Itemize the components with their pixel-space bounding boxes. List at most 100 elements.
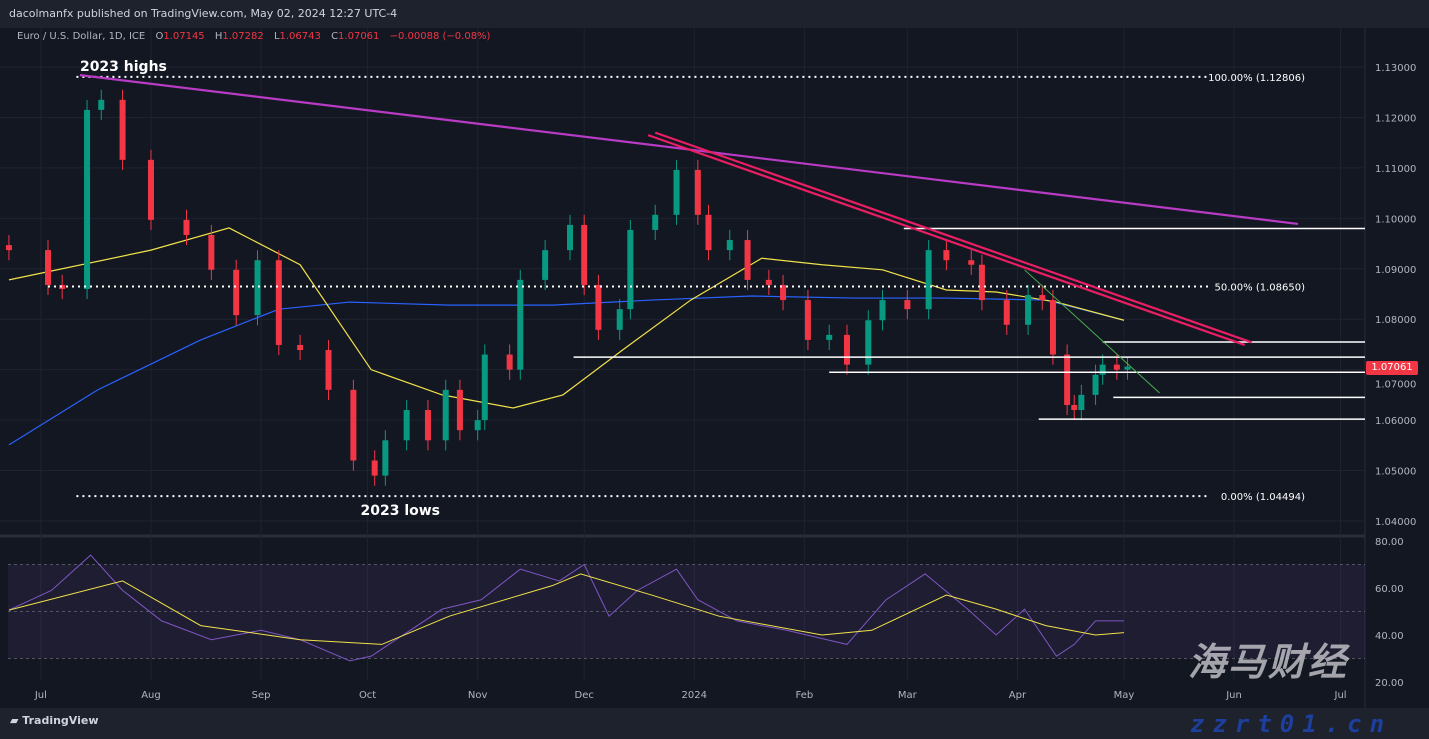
x-tick-label: Feb: [796, 690, 814, 701]
candle: [84, 109, 91, 289]
close-value: 1.07061: [338, 31, 380, 42]
low-value: 1.06743: [279, 31, 321, 42]
candle: [879, 300, 886, 321]
ma50-line: [8, 227, 1125, 409]
low-label: L: [273, 31, 280, 42]
candle: [726, 240, 733, 251]
watermark-url: zzrt01.cn: [1190, 710, 1393, 738]
candle: [978, 264, 985, 301]
y-tick-label: 1.11000: [1375, 164, 1416, 175]
x-tick-label: Jun: [1225, 690, 1242, 701]
candle: [481, 354, 488, 421]
candle: [403, 410, 410, 441]
green-trend-line: [1024, 269, 1160, 394]
candle: [147, 159, 154, 220]
fib-level-label: 50.00% (1.08650): [1215, 282, 1306, 293]
candle: [943, 250, 950, 261]
x-tick-label: Dec: [575, 690, 594, 701]
candle: [581, 224, 588, 285]
x-tick-label: Nov: [468, 690, 488, 701]
candle: [45, 250, 51, 285]
candle: [705, 214, 712, 251]
last-price-label: 1.07061: [1366, 361, 1418, 375]
pink-channel-line: [647, 134, 1246, 347]
logo-icon: ▰: [10, 714, 23, 727]
high-label: H: [214, 31, 223, 42]
candle: [616, 309, 623, 330]
candle: [1003, 300, 1010, 325]
y-tick-label: 1.05000: [1375, 467, 1416, 478]
change-value: −0.00088 (−0.08%): [389, 31, 491, 42]
candle: [59, 284, 66, 289]
candle: [627, 229, 634, 310]
candle: [765, 279, 772, 285]
x-tick-label: Apr: [1009, 690, 1027, 701]
ma200-line: [8, 295, 1125, 446]
open-label: O: [155, 31, 164, 42]
candle: [5, 245, 12, 251]
candle: [325, 350, 332, 390]
footer-bar: [0, 709, 1429, 739]
candle: [517, 279, 524, 370]
candle: [566, 224, 573, 251]
candle: [843, 334, 850, 365]
rsi-tick-label: 80.00: [1375, 537, 1404, 548]
candle: [275, 260, 282, 345]
ohlc-legend: Euro / U.S. Dollar, 1D, ICE O1.07145 H1.…: [17, 31, 490, 42]
candle: [208, 235, 215, 270]
candle: [780, 284, 787, 301]
x-tick-label: 2024: [682, 690, 707, 701]
candle: [1071, 404, 1078, 411]
candle: [1099, 364, 1106, 375]
tradingview-logo[interactable]: ▰ TradingView: [10, 714, 99, 727]
rsi-tick-label: 40.00: [1375, 631, 1404, 642]
watermark-text: 海马财经: [1188, 640, 1349, 684]
y-tick-label: 1.04000: [1375, 517, 1416, 528]
candle: [925, 250, 932, 310]
candle: [183, 219, 190, 236]
x-tick-label: Jul: [34, 690, 47, 701]
rsi-tick-label: 20.00: [1375, 678, 1404, 689]
candle: [1092, 374, 1099, 395]
candle: [382, 440, 389, 476]
candle: [233, 269, 240, 316]
pink-channel-line: [654, 131, 1253, 344]
candle: [1025, 295, 1032, 325]
y-tick-label: 1.10000: [1375, 214, 1416, 225]
fib-level-label: 0.00% (1.04494): [1221, 492, 1305, 503]
candle: [1049, 300, 1056, 355]
x-tick-label: Jul: [1334, 690, 1347, 701]
candle: [694, 169, 701, 215]
candle: [968, 260, 975, 265]
high-value: 1.07282: [222, 31, 264, 42]
symbol-label[interactable]: Euro / U.S. Dollar, 1D, ICE: [17, 31, 146, 42]
candle: [826, 334, 833, 340]
publish-header: dacolmanfx published on TradingView.com,…: [0, 0, 1429, 28]
candle: [119, 99, 126, 160]
candle: [506, 354, 513, 370]
open-value: 1.07145: [163, 31, 205, 42]
x-tick-label: Sep: [252, 690, 271, 701]
candle: [804, 300, 811, 340]
y-tick-label: 1.13000: [1375, 63, 1416, 74]
x-tick-label: Mar: [898, 690, 918, 701]
candle: [1124, 366, 1131, 370]
published-text: dacolmanfx published on TradingView.com,…: [9, 7, 398, 20]
candle: [254, 260, 261, 316]
candle: [673, 169, 680, 215]
close-label: C: [331, 31, 339, 42]
candle: [865, 320, 872, 365]
x-tick-label: Oct: [359, 690, 376, 701]
logo-text: TradingView: [22, 714, 99, 727]
annotation-label: 2023 lows: [360, 503, 440, 519]
annotation-label: 2023 highs: [80, 59, 167, 75]
candle: [1064, 354, 1071, 405]
candle: [98, 99, 105, 110]
candle: [1113, 364, 1120, 370]
x-tick-label: Aug: [141, 690, 161, 701]
y-tick-label: 1.09000: [1375, 265, 1416, 276]
candle: [371, 460, 378, 476]
candle: [1078, 394, 1085, 411]
candle: [1039, 295, 1046, 301]
